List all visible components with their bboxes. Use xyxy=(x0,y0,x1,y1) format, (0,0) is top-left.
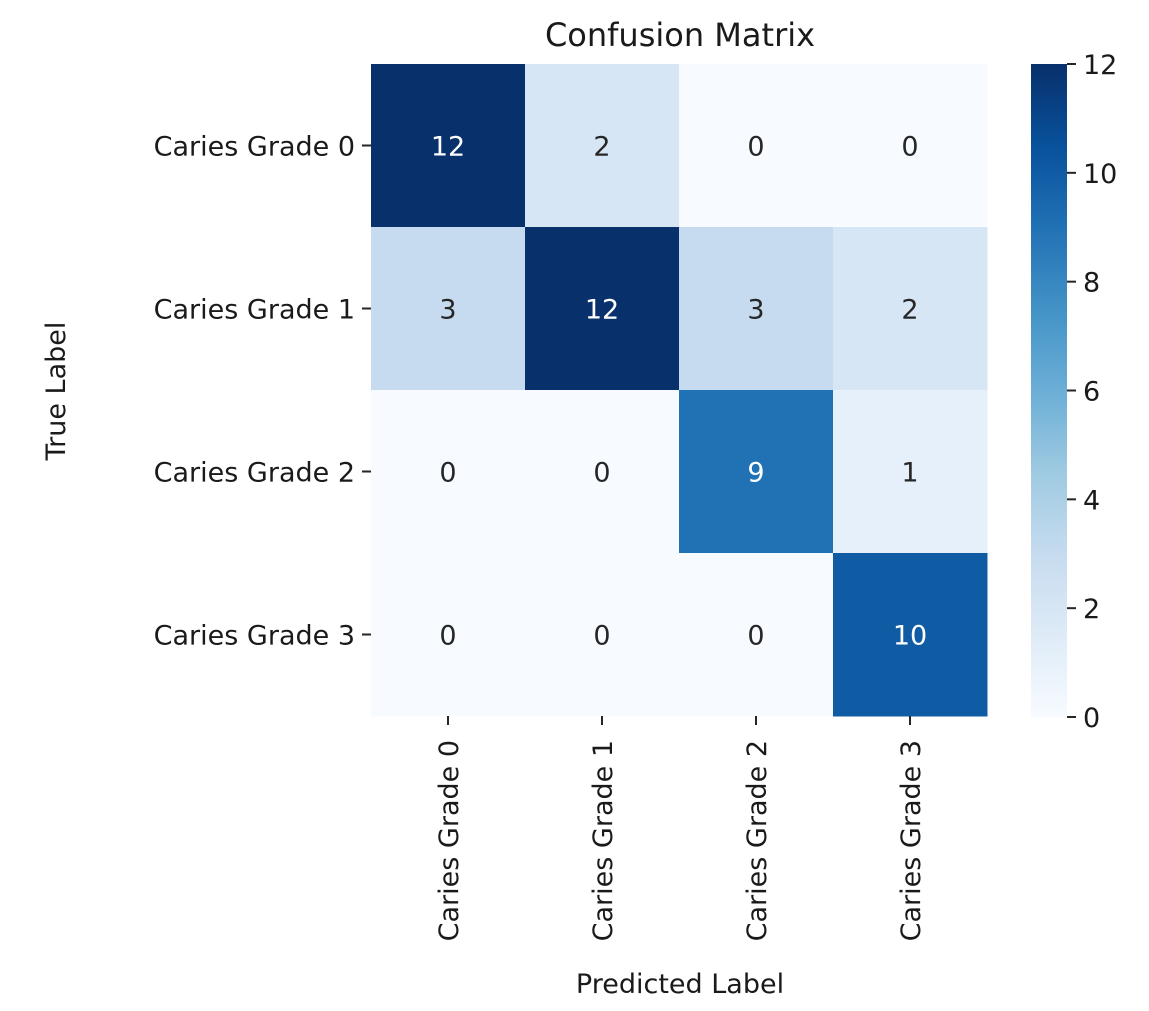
column-tick-label: Caries Grade 0 xyxy=(434,740,465,941)
y-axis-label: True Label xyxy=(41,322,72,462)
heatmap-cell xyxy=(371,390,526,554)
row-tick-label: Caries Grade 3 xyxy=(154,621,355,652)
cell-value-label: 10 xyxy=(893,621,927,652)
column-tick-label: Caries Grade 2 xyxy=(742,740,773,941)
heatmap-cell xyxy=(371,64,526,228)
cell-value-label: 0 xyxy=(439,458,456,489)
heatmap-cell xyxy=(833,390,988,554)
colorbar-tick-labels: 0 2 4 6 8 10 12 xyxy=(1067,50,1117,734)
cell-value-label: 0 xyxy=(901,132,918,163)
cell-value-label: 0 xyxy=(593,621,610,652)
colorbar-tick-label: 12 xyxy=(1083,50,1117,81)
column-tick-labels: Caries Grade 0 Caries Grade 1 Caries Grade… xyxy=(434,716,927,941)
heatmap-cell xyxy=(833,64,988,228)
heatmap-cell xyxy=(525,553,680,717)
colorbar-tick-label: 10 xyxy=(1083,159,1117,190)
cell-value-label: 3 xyxy=(439,295,456,326)
chart-title: Confusion Matrix xyxy=(545,16,815,54)
heatmap-cell xyxy=(679,390,834,554)
colorbar-tick-label: 2 xyxy=(1083,594,1100,625)
cell-value-label: 0 xyxy=(747,132,764,163)
x-axis-label: Predicted Label xyxy=(576,969,784,1000)
cell-value-label: 12 xyxy=(585,295,619,326)
column-tick-label: Caries Grade 1 xyxy=(588,740,619,941)
cell-value-label: 0 xyxy=(439,621,456,652)
row-tick-label: Caries Grade 1 xyxy=(154,295,355,326)
cell-value-label: 2 xyxy=(593,132,610,163)
cell-value-label: 0 xyxy=(593,458,610,489)
heatmap-cell xyxy=(525,64,680,228)
cell-value-label: 12 xyxy=(431,132,465,163)
colorbar xyxy=(1031,64,1067,717)
cell-value-label: 2 xyxy=(901,295,918,326)
colorbar-tick-label: 8 xyxy=(1083,268,1100,299)
heatmap-cell xyxy=(679,553,834,717)
heatmap-cells xyxy=(371,64,988,717)
heatmap-cell xyxy=(679,64,834,228)
cell-value-label: 1 xyxy=(901,458,918,489)
heatmap-cell xyxy=(833,227,988,391)
row-tick-labels: Caries Grade 0 Caries Grade 1 Caries Grade… xyxy=(154,132,371,652)
colorbar-tick-label: 6 xyxy=(1083,377,1100,408)
heatmap-cell xyxy=(525,390,680,554)
heatmap-cell xyxy=(679,227,834,391)
cell-value-label: 3 xyxy=(747,295,764,326)
heatmap-cell xyxy=(371,227,526,391)
cell-value-label: 0 xyxy=(747,621,764,652)
cell-value-labels: 12 2 0 03 12 3 20 0 9 10 0 0 10 xyxy=(431,132,927,652)
row-tick-label: Caries Grade 2 xyxy=(154,458,355,489)
heatmap-cell xyxy=(371,553,526,717)
column-tick-label: Caries Grade 3 xyxy=(896,740,927,941)
colorbar-tick-label: 0 xyxy=(1083,703,1100,734)
cell-value-label: 9 xyxy=(747,458,764,489)
heatmap-cell xyxy=(525,227,680,391)
colorbar-tick-label: 4 xyxy=(1083,485,1100,516)
heatmap-cell xyxy=(833,553,988,717)
row-tick-label: Caries Grade 0 xyxy=(154,132,355,163)
